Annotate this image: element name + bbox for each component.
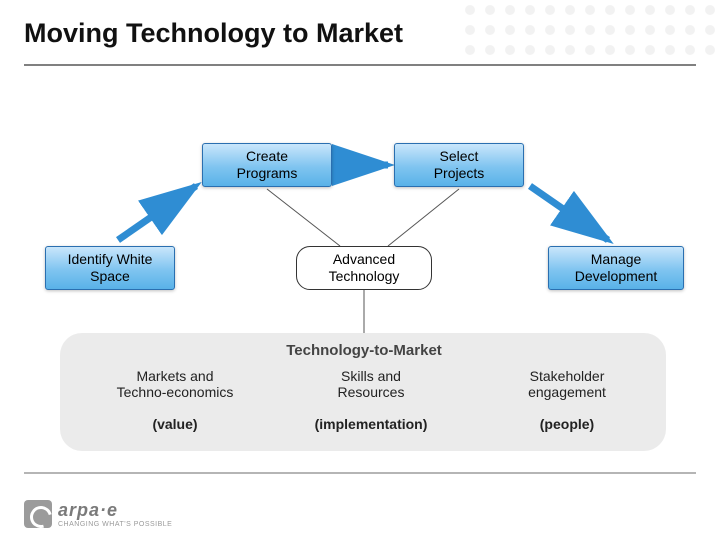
box-identify-white-space: Identify WhiteSpace bbox=[45, 246, 175, 290]
ttm-col-2-sub: (people) bbox=[472, 416, 662, 432]
logo-mark-icon bbox=[24, 500, 52, 528]
ttm-col-1-main: Skills andResources bbox=[276, 368, 466, 400]
footer-logo: arpa·e CHANGING WHAT'S POSSIBLE bbox=[24, 500, 172, 528]
box-select-projects: SelectProjects bbox=[394, 143, 524, 187]
box-create-programs: CreatePrograms bbox=[202, 143, 332, 187]
ttm-col-0-sub: (value) bbox=[80, 416, 270, 432]
box-manage-development: ManageDevelopment bbox=[548, 246, 684, 290]
ttm-col-1-sub: (implementation) bbox=[276, 416, 466, 432]
ttm-heading: Technology-to-Market bbox=[254, 342, 474, 359]
box-advanced-technology: AdvancedTechnology bbox=[296, 246, 432, 290]
logo-text: arpa·e bbox=[58, 500, 172, 521]
logo-tagline: CHANGING WHAT'S POSSIBLE bbox=[58, 521, 172, 528]
ttm-col-2-main: Stakeholderengagement bbox=[472, 368, 662, 400]
footer-rule bbox=[24, 472, 696, 474]
ttm-col-0-main: Markets andTechno-economics bbox=[80, 368, 270, 400]
flow-diagram: Identify WhiteSpace CreatePrograms Selec… bbox=[0, 0, 720, 540]
